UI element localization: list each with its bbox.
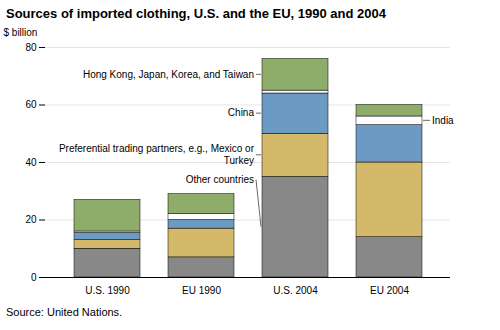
- svg-text:India: India: [432, 115, 454, 126]
- svg-text:60: 60: [25, 99, 37, 110]
- svg-text:Preferential trading partners,: Preferential trading partners, e.g., Mex…: [59, 143, 255, 166]
- svg-text:$ billion: $ billion: [4, 27, 38, 38]
- svg-text:Other countries: Other countries: [186, 174, 254, 185]
- svg-text:40: 40: [25, 157, 37, 168]
- svg-text:EU 2004: EU 2004: [370, 285, 409, 296]
- html-text:Sources of imported clothing,: Sources of imported clothing, U.S. and t…: [6, 6, 386, 21]
- svg-text:20: 20: [25, 214, 37, 225]
- svg-text:U.S. 1990: U.S. 1990: [85, 285, 130, 296]
- html-text:Source: United Nations.: Source: United Nations.: [6, 306, 123, 318]
- svg-text:EU 1990: EU 1990: [182, 285, 221, 296]
- svg-text:U.S. 2004: U.S. 2004: [273, 285, 318, 296]
- svg-text:Hong Kong, Japan, Korea, and T: Hong Kong, Japan, Korea, and Taiwan: [83, 69, 254, 80]
- svg-text:China: China: [228, 107, 255, 118]
- svg-text:0: 0: [31, 272, 37, 283]
- svg-text:80: 80: [25, 42, 37, 53]
